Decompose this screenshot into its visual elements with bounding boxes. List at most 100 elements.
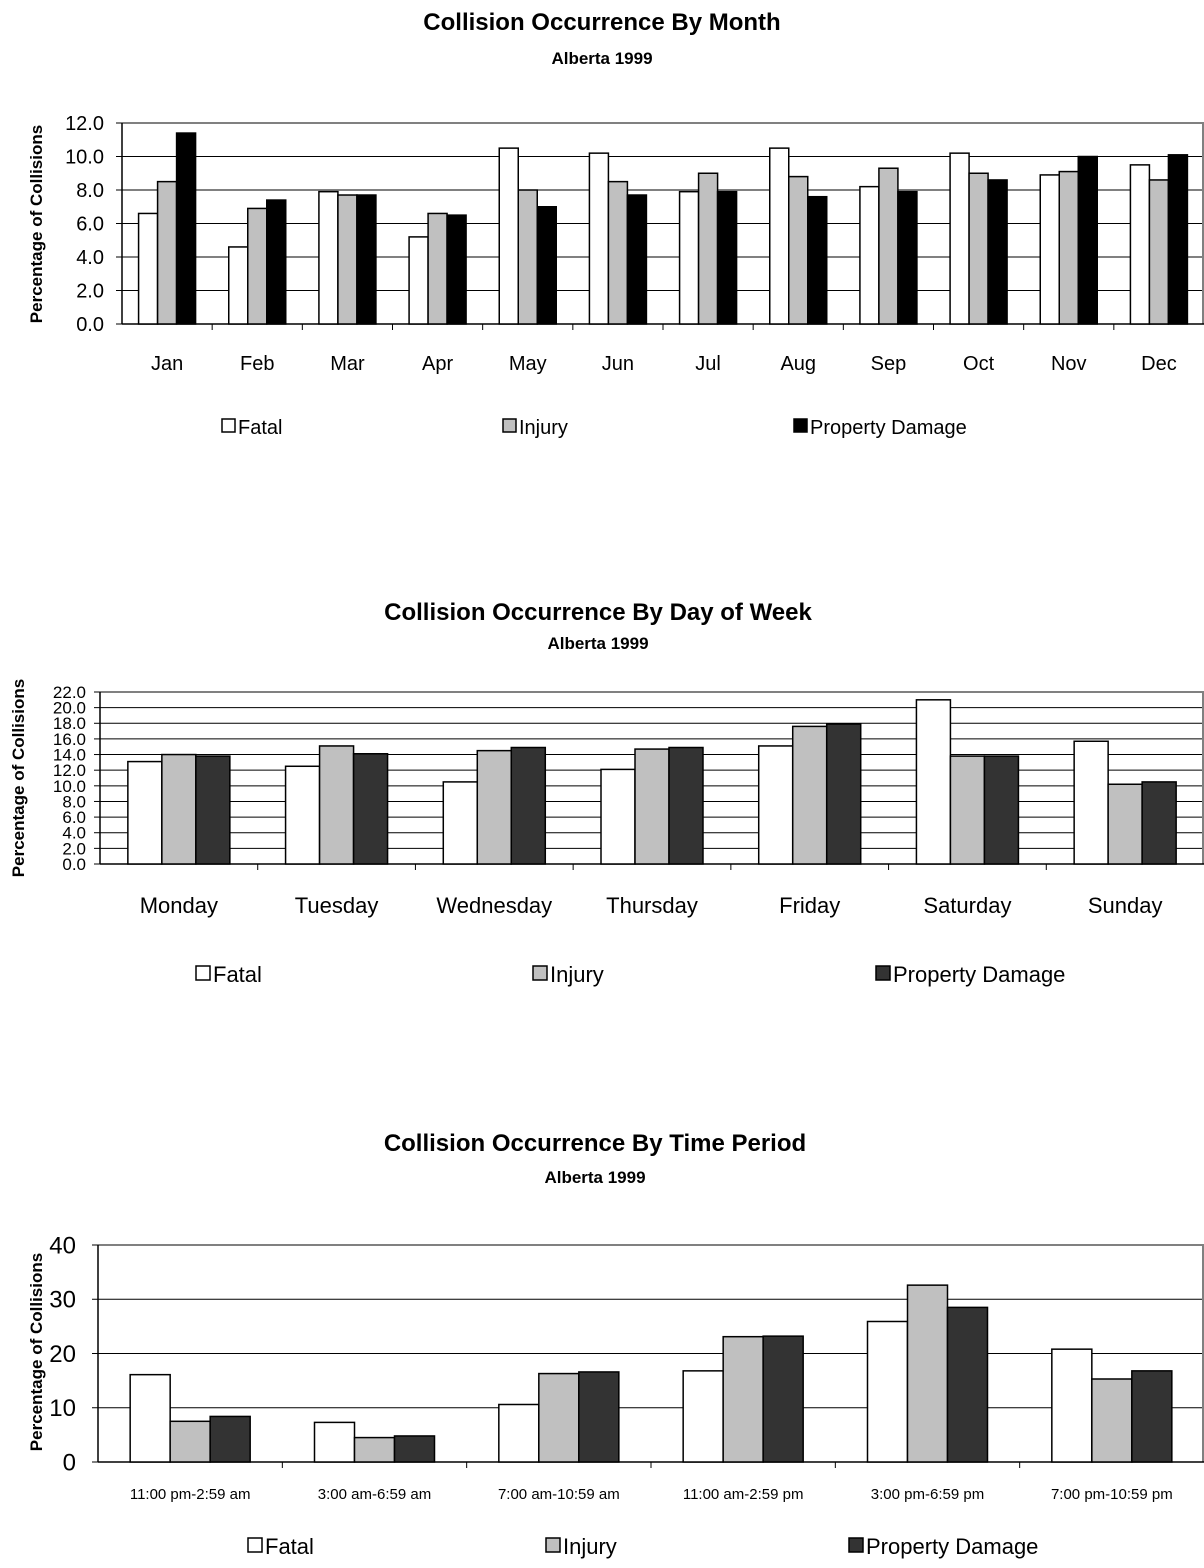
bar-injury-jun (607, 180, 629, 325)
legend-swatch-injury (532, 965, 548, 981)
legend: Fatal Injury Property Damage (247, 1534, 1038, 1559)
x-category-label: 7:00 am-10:59 am (498, 1486, 620, 1503)
bar-injury-apr (427, 212, 448, 325)
bar-fatal-friday (757, 745, 794, 865)
bar-property-damage-11-00-am-2-59-pm (762, 1335, 804, 1463)
y-tick-label: 8.0 (62, 792, 86, 811)
legend-label: Injury (563, 1534, 617, 1559)
legend-swatch-fatal (247, 1537, 263, 1553)
bar-fatal-thursday (600, 768, 636, 865)
x-category-label: Nov (1051, 353, 1087, 375)
bar-injury-jan (156, 180, 178, 325)
y-tick-label: 20.0 (53, 699, 86, 718)
x-category-label: 7:00 pm-10:59 pm (1051, 1486, 1173, 1503)
bar-property-damage-sunday (1141, 781, 1177, 865)
y-tick-label: 4.0 (76, 247, 104, 269)
bar-property-damage-dec (1167, 154, 1189, 325)
bar-fatal-dec (1129, 164, 1151, 325)
chart-title: Collision Occurrence By Day of Week (384, 599, 812, 626)
bar-fatal-11-00-pm-2-59-am (129, 1373, 171, 1463)
bar-property-damage-jul (716, 190, 738, 325)
bar-property-damage-3-00-pm-6-59-pm (946, 1306, 989, 1463)
chart-1: Collision Occurrence By Month Alberta 199… (27, 9, 1204, 439)
legend: Fatal Injury Property Damage (195, 962, 1065, 987)
y-tick-label: 2.0 (76, 281, 104, 303)
bar-injury-may (517, 189, 538, 325)
bar-fatal-tuesday (284, 765, 321, 865)
x-category-label: Friday (779, 893, 840, 918)
legend-swatch-fatal (195, 965, 211, 981)
x-category-label: Dec (1141, 353, 1177, 375)
bar-fatal-aug (769, 147, 790, 325)
bar-property-damage-aug (807, 195, 828, 325)
bar-fatal-jun (588, 152, 610, 325)
legend-swatch-injury (545, 1537, 561, 1553)
bar-property-damage-may (536, 206, 557, 325)
y-tick-label: 4.0 (62, 824, 86, 843)
bar-property-damage-saturday (983, 755, 1020, 865)
chart-title: Collision Occurrence By Month (423, 9, 780, 36)
legend-swatch-property-damage (848, 1537, 864, 1553)
bar-injury-aug (788, 175, 809, 325)
bar-injury-3-00-am-6-59-am (353, 1436, 396, 1463)
y-tick-label: 12.0 (53, 761, 86, 780)
chart-subtitle: Alberta 1999 (547, 634, 648, 653)
bar-injury-feb (247, 207, 268, 325)
bar-fatal-jan (137, 212, 159, 325)
bar-injury-nov (1058, 170, 1079, 325)
y-tick-label: 6.0 (76, 214, 104, 236)
x-category-label: Thursday (606, 893, 698, 918)
x-category-label: 3:00 am-6:59 am (318, 1486, 431, 1503)
bar-injury-sunday (1107, 783, 1143, 865)
y-tick-label: 2.0 (62, 839, 86, 858)
bar-property-damage-7-00-am-10-59-am (578, 1371, 620, 1463)
y-tick-label: 22.0 (53, 683, 86, 702)
x-category-label: Oct (963, 353, 995, 375)
y-tick-label: 0.0 (62, 855, 86, 874)
legend-label: Fatal (238, 417, 282, 439)
bar-property-damage-feb (266, 199, 287, 325)
bar-property-damage-wednesday (510, 746, 547, 865)
legend-swatch-fatal (221, 418, 236, 433)
legend-swatch-property-damage (875, 965, 891, 981)
bar-fatal-7-00-am-10-59-am (498, 1403, 540, 1463)
bar-property-damage-jan (175, 132, 197, 325)
x-category-label: Wednesday (436, 893, 552, 918)
bar-injury-jul (697, 172, 719, 325)
y-tick-label: 20 (49, 1341, 76, 1368)
x-category-label: 3:00 pm-6:59 pm (871, 1486, 984, 1503)
x-category-label: May (509, 353, 547, 375)
y-tick-label: 8.0 (76, 180, 104, 202)
bar-injury-7-00-am-10-59-am (538, 1372, 580, 1463)
chart-subtitle: Alberta 1999 (544, 1168, 645, 1187)
y-tick-label: 10 (49, 1395, 76, 1422)
bar-injury-7-00-pm-10-59-pm (1091, 1378, 1133, 1463)
bar-fatal-sunday (1073, 740, 1109, 865)
bar-injury-saturday (949, 755, 986, 865)
bar-injury-mar (337, 194, 358, 325)
chart-3: Collision Occurrence By Time Period Alber… (27, 1130, 1204, 1559)
y-tick-label: 10.0 (53, 777, 86, 796)
legend-label: Property Damage (866, 1534, 1038, 1559)
bar-injury-monday (161, 753, 197, 865)
chart-subtitle: Alberta 1999 (551, 49, 652, 68)
y-tick-label: 6.0 (62, 808, 86, 827)
legend-swatch-property-damage (793, 418, 808, 433)
x-category-label: Jun (602, 353, 634, 375)
legend-label: Property Damage (893, 962, 1065, 987)
bar-injury-11-00-pm-2-59-am (169, 1420, 211, 1463)
bar-injury-dec (1148, 179, 1170, 325)
y-tick-label: 10.0 (65, 147, 104, 169)
y-tick-label: 0.0 (76, 314, 104, 336)
bar-property-damage-monday (195, 755, 231, 865)
bar-injury-3-00-pm-6-59-pm (906, 1284, 949, 1463)
bar-property-damage-sep (897, 190, 918, 325)
bar-injury-sep (878, 167, 899, 325)
x-category-label: 11:00 am-2:59 pm (683, 1486, 804, 1503)
bar-fatal-feb (228, 246, 249, 325)
bar-property-damage-tuesday (352, 753, 389, 865)
legend-label: Injury (550, 962, 604, 987)
bar-property-damage-mar (356, 194, 377, 325)
bar-property-damage-jun (626, 194, 648, 325)
